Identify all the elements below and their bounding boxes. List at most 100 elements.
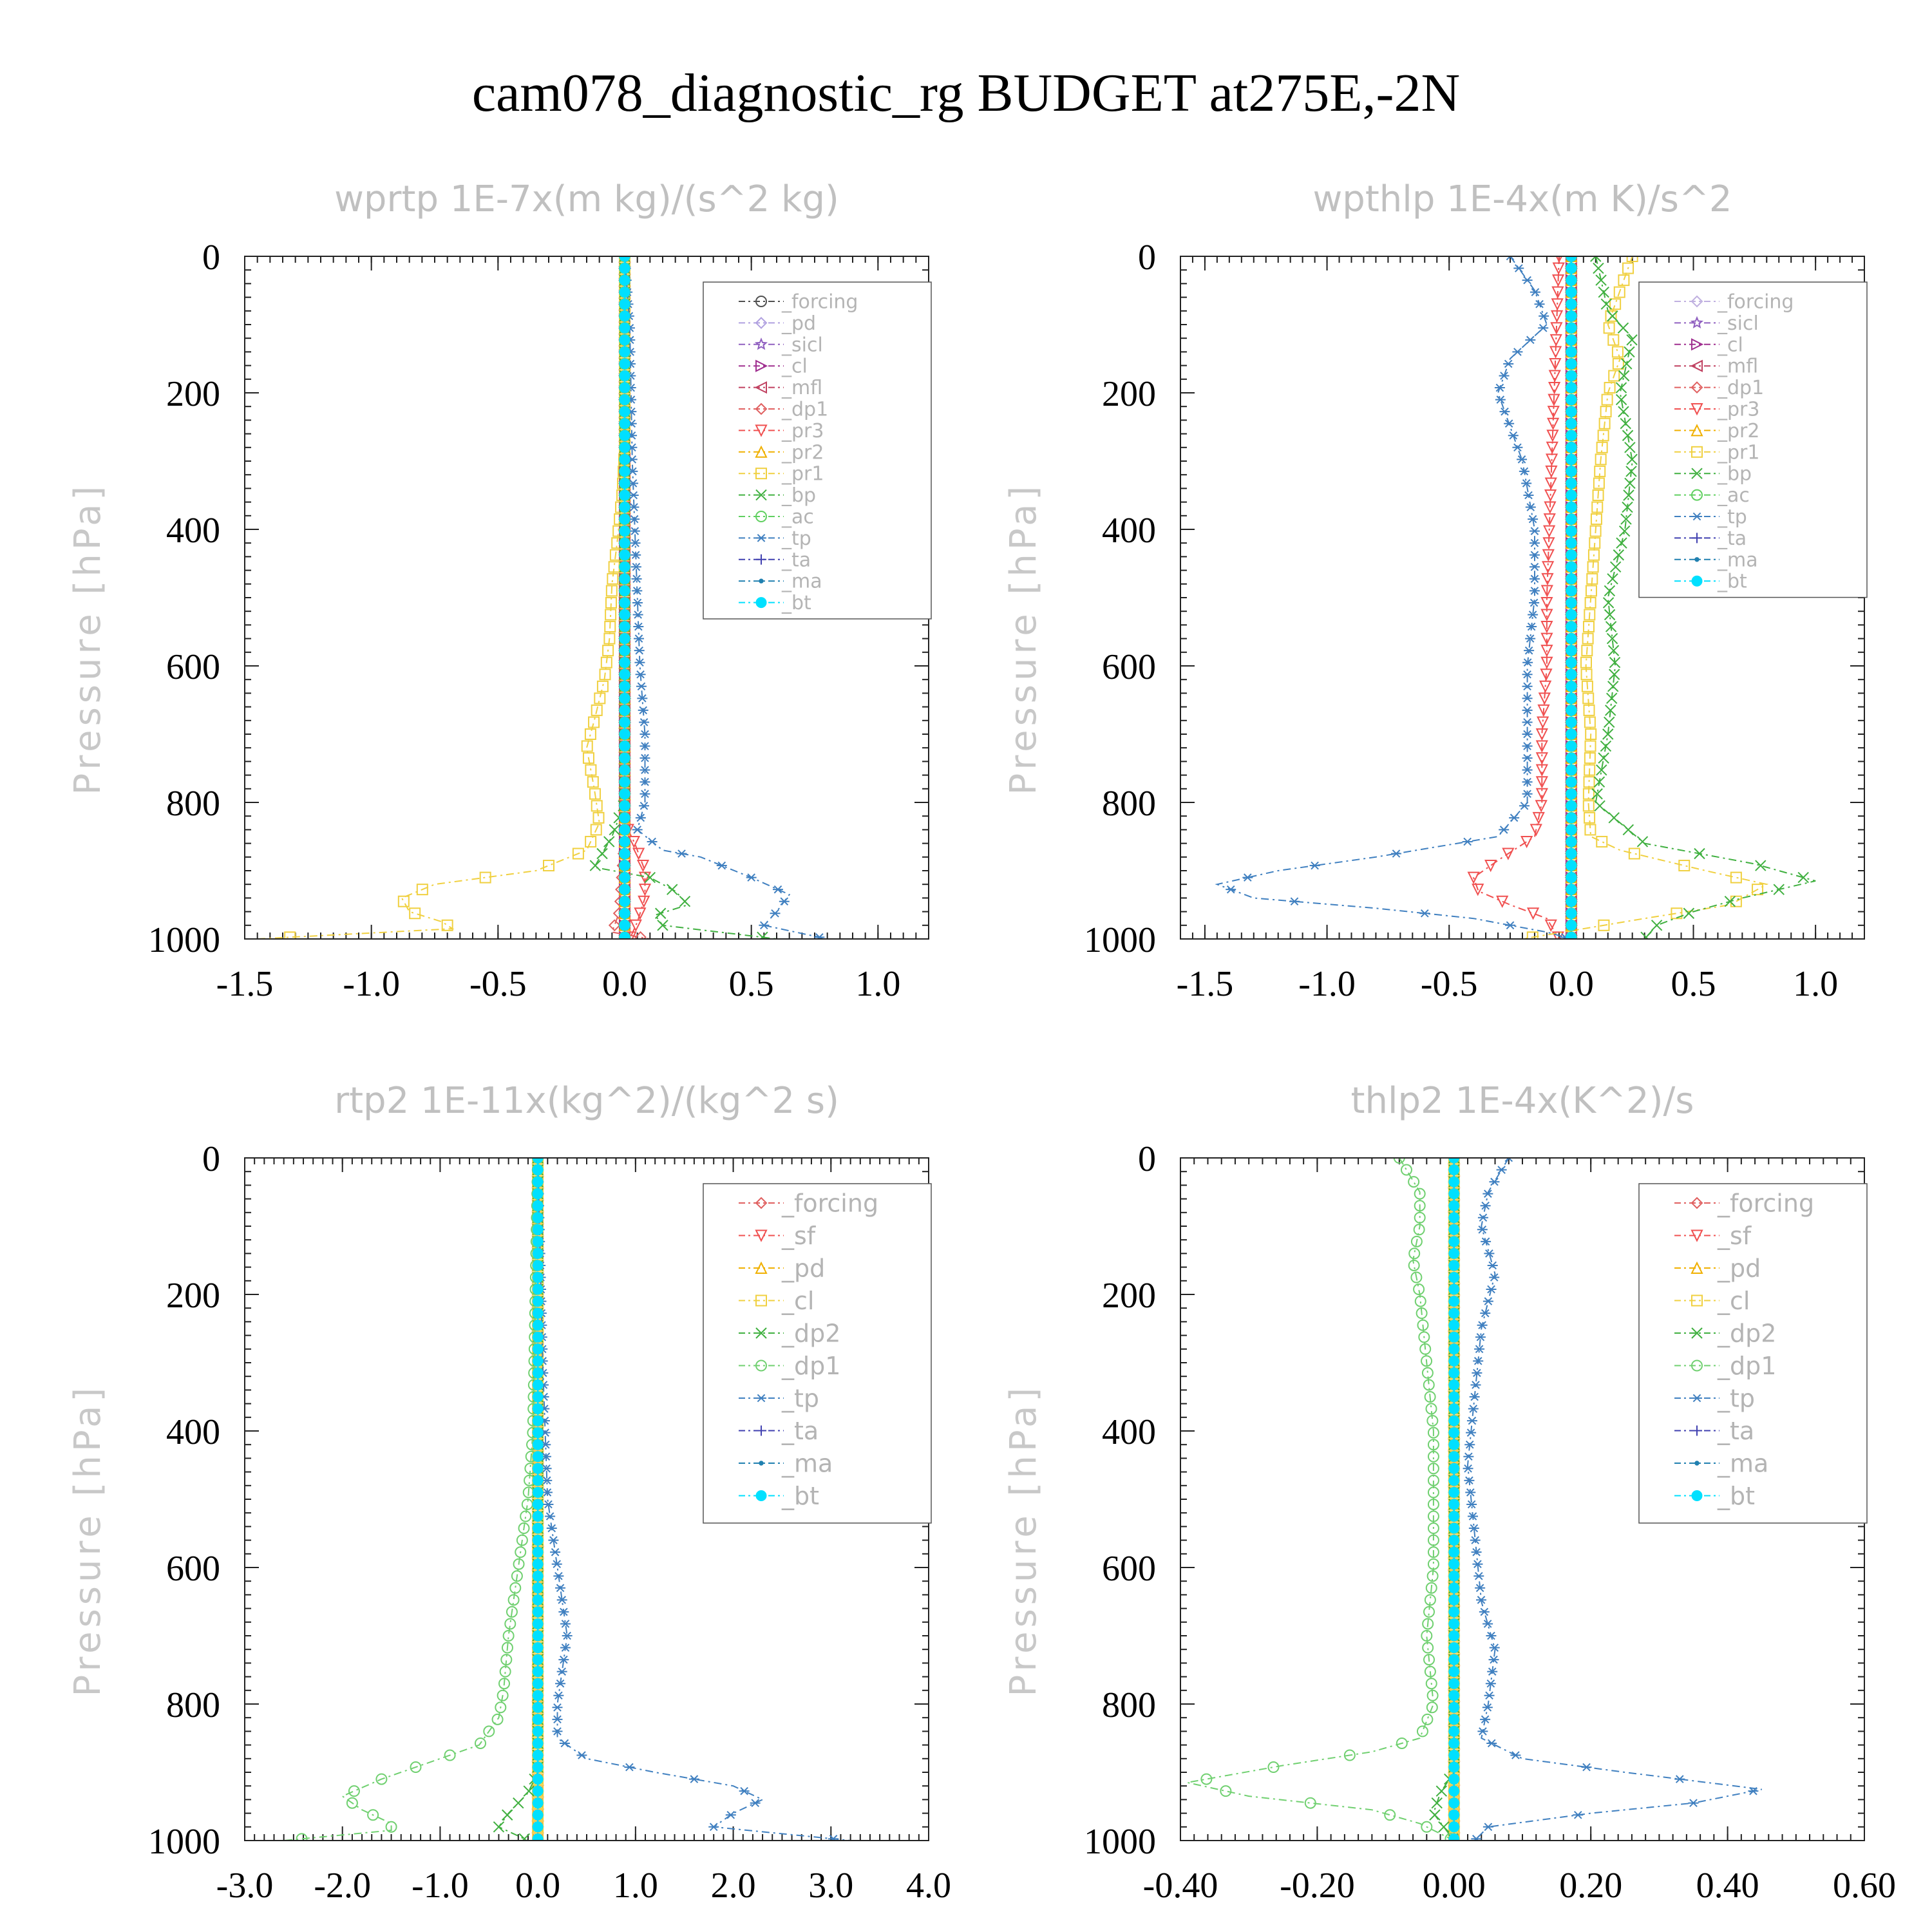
series-point <box>1448 1618 1460 1629</box>
series-point <box>532 1391 544 1403</box>
series-point <box>629 527 640 535</box>
series-point <box>1448 1320 1460 1331</box>
legend-entry: _mfl <box>739 377 822 399</box>
series-point <box>1419 1343 1432 1355</box>
legend-label: _cl <box>781 1287 814 1315</box>
series-point <box>1448 1486 1460 1498</box>
series-point <box>1520 835 1533 849</box>
series-point <box>441 919 453 931</box>
legend-marker <box>1690 1197 1703 1209</box>
series-point <box>410 1761 422 1774</box>
x-tick-label: 1.0 <box>613 1866 658 1906</box>
series-point <box>619 621 630 632</box>
series-point <box>619 812 630 824</box>
series-point <box>1598 286 1609 298</box>
series-point <box>532 1355 544 1367</box>
series-point <box>560 1643 571 1652</box>
series-point <box>619 561 630 573</box>
legend-entry: _pr2 <box>739 441 824 464</box>
series-point <box>532 1594 544 1605</box>
series-point <box>1546 417 1560 430</box>
series-point <box>1535 740 1548 753</box>
series-line <box>537 1158 851 1841</box>
series-point <box>576 1751 587 1759</box>
legend-label: _ta <box>1717 527 1747 550</box>
series-point <box>636 860 650 873</box>
x-tick-label: 0.20 <box>1559 1866 1622 1906</box>
series-point <box>1566 728 1577 740</box>
series-point <box>1423 1654 1435 1666</box>
series-point <box>1651 920 1663 931</box>
series-point <box>1472 884 1484 896</box>
series-point <box>635 813 646 822</box>
series-point <box>1545 465 1558 478</box>
series-point <box>520 1510 532 1522</box>
series-point <box>1522 766 1533 774</box>
series-point <box>532 1188 544 1200</box>
series-point <box>605 609 617 621</box>
series-point <box>1477 1727 1488 1736</box>
series-point <box>1604 382 1616 394</box>
series-point <box>592 811 605 824</box>
series-point <box>1448 1391 1460 1403</box>
series-point <box>1426 1415 1439 1427</box>
series-point <box>619 788 630 800</box>
series-point <box>1584 824 1596 836</box>
series-point <box>1289 897 1300 906</box>
series-point <box>532 1558 544 1570</box>
series-point <box>1566 430 1577 441</box>
series-point <box>555 1679 566 1688</box>
series-point <box>634 907 647 920</box>
series-point <box>1526 622 1537 631</box>
series-point <box>1448 1690 1460 1701</box>
series-point <box>532 1606 544 1618</box>
x-tick-label: -1.0 <box>1298 964 1356 1004</box>
series-point <box>1566 274 1577 286</box>
series-point <box>1414 1211 1426 1224</box>
series-point <box>1242 873 1253 882</box>
series-point <box>608 919 621 932</box>
series-point <box>1626 334 1638 346</box>
series-point <box>759 921 770 930</box>
legend-label: _pr1 <box>781 463 824 486</box>
series-point <box>619 358 630 370</box>
series-point <box>1584 609 1596 621</box>
legend-label: _forcing <box>1717 291 1794 314</box>
legend-entry: _dp2 <box>739 1319 840 1347</box>
series-point <box>750 1799 761 1808</box>
legend-marker <box>756 534 766 542</box>
series-point <box>1618 406 1629 417</box>
y-axis-label: Pressure [hPa] <box>1003 1384 1045 1697</box>
series-point <box>1618 525 1631 537</box>
series-point <box>1548 393 1560 406</box>
legend-entry: _dp1 <box>1674 1352 1776 1380</box>
legend-entry: _sicl <box>739 334 823 356</box>
series-point <box>1448 1439 1460 1450</box>
series-point <box>1448 1725 1460 1737</box>
series-point <box>532 1200 544 1211</box>
series-point <box>532 1403 544 1415</box>
series-point <box>532 1176 544 1188</box>
series-point <box>1473 1571 1484 1580</box>
legend-label: _pr3 <box>1717 399 1759 421</box>
series-point <box>634 646 645 655</box>
series-point <box>532 1320 544 1331</box>
series-point <box>507 1594 520 1606</box>
series-point <box>1448 1666 1460 1678</box>
series-point <box>1566 824 1577 835</box>
legend-marker <box>755 424 768 437</box>
y-tick-label: 400 <box>1102 511 1156 551</box>
legend-label: _ma <box>1717 549 1758 571</box>
series-point <box>532 1522 544 1534</box>
series-point <box>1540 656 1553 669</box>
series-point <box>1724 895 1736 907</box>
series-point <box>1486 1739 1497 1748</box>
legend-entry: _dp1 <box>1674 377 1764 399</box>
series-point <box>1393 1158 1405 1164</box>
series-point <box>1400 1164 1412 1176</box>
series-point <box>1539 312 1549 321</box>
y-tick-label: 1000 <box>148 920 220 960</box>
legend-label: _sf <box>1717 1222 1752 1250</box>
series-point <box>688 1775 699 1783</box>
series-point <box>1421 1713 1434 1725</box>
